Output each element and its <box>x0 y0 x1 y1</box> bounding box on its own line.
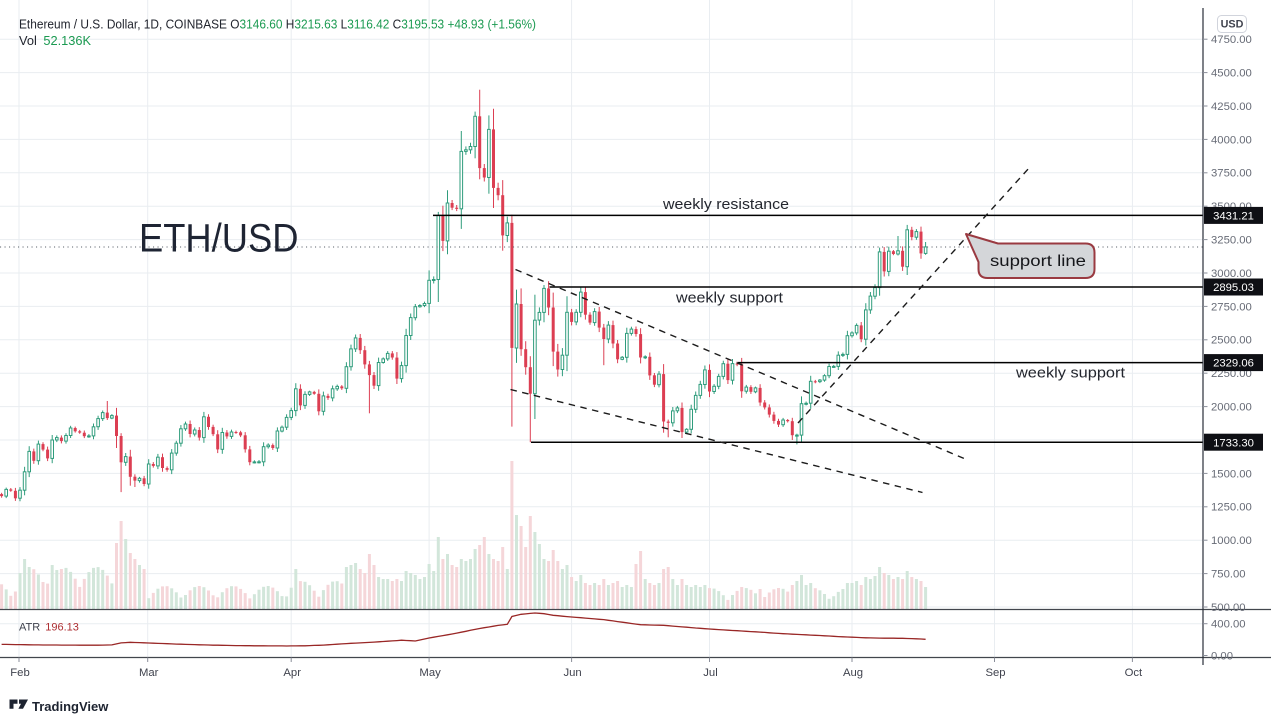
svg-text:Mar: Mar <box>139 667 159 679</box>
svg-text:weekly resistance: weekly resistance <box>662 196 789 213</box>
svg-text:Sep: Sep <box>985 667 1005 679</box>
svg-text:500.00: 500.00 <box>1211 602 1246 614</box>
svg-text:Apr: Apr <box>283 667 301 679</box>
svg-text:USD: USD <box>1221 19 1244 31</box>
svg-text:1500.00: 1500.00 <box>1211 468 1252 480</box>
svg-text:1250.00: 1250.00 <box>1211 502 1252 514</box>
svg-text:1733.30: 1733.30 <box>1213 437 1254 449</box>
svg-text:3750.00: 3750.00 <box>1211 168 1252 180</box>
svg-text:Feb: Feb <box>10 667 29 679</box>
svg-text:3000.00: 3000.00 <box>1211 268 1252 280</box>
svg-text:ETH/USD: ETH/USD <box>139 217 299 261</box>
svg-text:2895.03: 2895.03 <box>1213 282 1254 294</box>
svg-text:Jul: Jul <box>703 667 717 679</box>
svg-text:weekly support: weekly support <box>675 290 784 307</box>
svg-text:2329.06: 2329.06 <box>1213 358 1254 370</box>
svg-text:3431.21: 3431.21 <box>1213 211 1254 223</box>
svg-text:Jun: Jun <box>563 667 581 679</box>
svg-text:weekly support: weekly support <box>1015 365 1126 382</box>
svg-text:TradingView: TradingView <box>32 699 109 714</box>
svg-text:2750.00: 2750.00 <box>1211 301 1252 313</box>
svg-text:Ethereum / U.S. Dollar, 1D, CO: Ethereum / U.S. Dollar, 1D, COINBASE O31… <box>19 17 536 32</box>
svg-text:4000.00: 4000.00 <box>1211 134 1252 146</box>
svg-text:2500.00: 2500.00 <box>1211 335 1252 347</box>
svg-text:Vol 52.136K: Vol 52.136K <box>19 33 91 48</box>
svg-text:4500.00: 4500.00 <box>1211 68 1252 80</box>
svg-text:Aug: Aug <box>843 667 863 679</box>
svg-text:750.00: 750.00 <box>1211 569 1246 581</box>
svg-text:ATR 196.13: ATR 196.13 <box>19 622 79 634</box>
svg-text:support line: support line <box>990 253 1086 270</box>
svg-text:1000.00: 1000.00 <box>1211 535 1252 547</box>
svg-text:4250.00: 4250.00 <box>1211 101 1252 113</box>
svg-text:4750.00: 4750.00 <box>1211 34 1252 46</box>
svg-text:May: May <box>419 667 441 679</box>
svg-text:3250.00: 3250.00 <box>1211 235 1252 247</box>
svg-text:0.00: 0.00 <box>1211 650 1233 662</box>
svg-text:2000.00: 2000.00 <box>1211 402 1252 414</box>
svg-text:400.00: 400.00 <box>1211 619 1246 631</box>
svg-text:Oct: Oct <box>1125 667 1143 679</box>
